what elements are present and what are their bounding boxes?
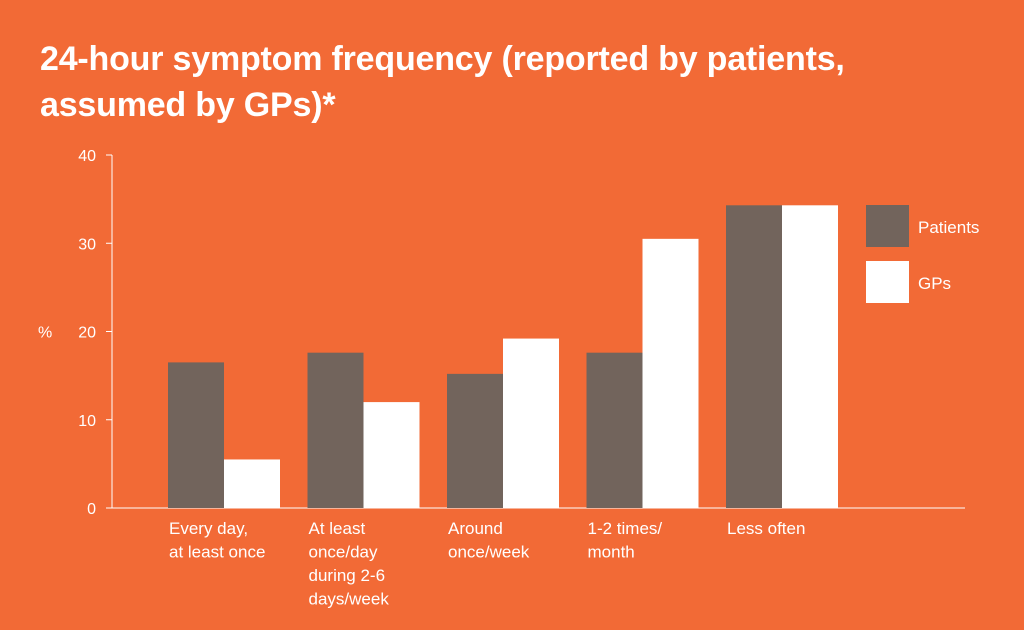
bar-gps-4 — [782, 205, 838, 509]
bar-patients-1 — [307, 352, 364, 508]
chart-title-line-2: assumed by GPs)* — [40, 86, 336, 124]
y-tick-label: 10 — [78, 413, 96, 430]
category-label: during 2-6 — [309, 566, 386, 585]
category-labels: Every day, at least once At least once/day d… — [169, 519, 805, 609]
bar-gps-3 — [642, 238, 699, 508]
bar-patients-3 — [586, 352, 643, 508]
y-axis-label: % — [38, 325, 52, 342]
category-label: once/day — [309, 543, 378, 562]
bar-gps-0 — [224, 459, 280, 508]
y-tick-label: 30 — [78, 236, 96, 253]
chart-title: 24-hour symptom frequency (reported by p… — [40, 36, 1000, 128]
legend-label-patients: Patients — [918, 218, 979, 237]
legend-swatch-patients — [866, 205, 909, 247]
y-tick-label: 0 — [87, 501, 96, 518]
legend: Patients GPs — [866, 205, 979, 303]
chart-title-line-1: 24-hour symptom frequency (reported by p… — [40, 40, 845, 78]
category-label: month — [588, 543, 635, 562]
legend-label-gps: GPs — [918, 274, 951, 293]
bar-patients-2 — [447, 373, 503, 508]
bar-patients-0 — [168, 362, 224, 508]
bar-gps-2 — [503, 338, 559, 508]
category-label: days/week — [309, 590, 390, 609]
bars — [168, 205, 838, 509]
bar-gps-1 — [363, 402, 420, 508]
bar-patients-4 — [726, 205, 782, 509]
legend-swatch-gps — [866, 261, 909, 303]
category-label: At least — [309, 519, 366, 538]
y-tick-label: 20 — [78, 325, 96, 342]
category-label: Around — [448, 519, 503, 538]
category-label: Every day, — [169, 519, 248, 538]
y-tick-label: 40 — [78, 148, 96, 165]
category-label: 1-2 times/ — [588, 519, 663, 538]
category-label: at least once — [169, 543, 265, 562]
category-label: once/week — [448, 543, 530, 562]
category-label: Less often — [727, 519, 805, 538]
